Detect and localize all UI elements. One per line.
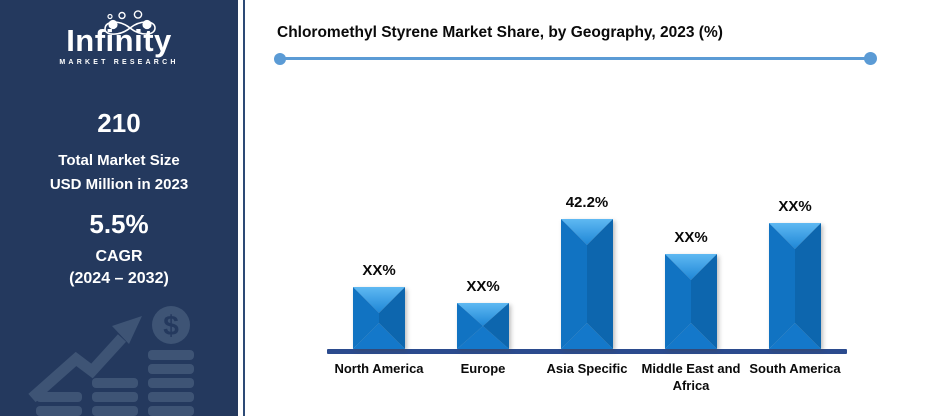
bar	[769, 223, 821, 349]
bar-chart: XX% North America XX% Europe 42.2% Asia Speci…	[327, 190, 847, 416]
bar-face-bottom	[457, 326, 509, 349]
bar-face-top	[769, 223, 821, 249]
bar-face-left	[353, 287, 379, 349]
bar	[353, 287, 405, 349]
cagr-label: CAGR	[95, 248, 143, 265]
market-size-value: 210	[97, 108, 141, 138]
svg-text:$: $	[163, 310, 179, 341]
bar-face-top	[665, 254, 717, 280]
cagr-stat: 5.5% CAGR (2024 – 2032)	[0, 209, 238, 290]
bar	[561, 219, 613, 349]
category-label: Europe	[460, 361, 506, 376]
bar-value-label: XX%	[362, 262, 396, 279]
bar-face-bottom	[665, 323, 717, 349]
category-label: Asia Specific	[546, 361, 628, 376]
bar-face-left	[457, 303, 483, 349]
cagr-value: 5.5%	[89, 209, 149, 239]
category-label: Middle East and Africa	[641, 361, 741, 393]
bar-face-right	[379, 287, 405, 349]
bar-face-right	[691, 254, 717, 349]
market-size-label-line1: Total Market Size	[58, 152, 180, 169]
bar-face-right	[483, 303, 509, 349]
market-size-stat: 210 Total Market Size USD Million in 202…	[0, 108, 238, 197]
infinity-loop-icon	[104, 10, 156, 35]
category-label: South America	[749, 361, 841, 376]
market-size-label-line2: USD Million in 2023	[49, 176, 189, 193]
growth-arrow-money-icon: $	[28, 306, 194, 416]
bar-value-label: XX%	[466, 278, 500, 295]
bar-face-left	[561, 219, 587, 349]
bar-face-top	[561, 219, 613, 245]
line-endpoint-dot-right	[864, 52, 877, 65]
sidebar: Infinity MARKET RESEARCH 210 Total Marke…	[0, 0, 238, 416]
bar-face-top	[353, 287, 405, 313]
chart-panel: Chloromethyl Styrene Market Share, by Ge…	[246, 0, 946, 416]
infinity-logo: Infinity MARKET RESEARCH	[0, 10, 238, 70]
bar-face-bottom	[769, 323, 821, 349]
bar-face-left	[665, 254, 691, 349]
bar-value-label: XX%	[674, 229, 708, 246]
category-label: North America	[334, 361, 424, 376]
bar-face-bottom	[353, 323, 405, 349]
bar-face-left	[769, 223, 795, 349]
logo-title: Infinity	[66, 23, 172, 58]
x-axis-line	[327, 349, 847, 354]
title-underline	[274, 52, 877, 65]
bar-face-right	[795, 223, 821, 349]
bar-face-bottom	[561, 323, 613, 349]
bar	[665, 254, 717, 349]
bar	[457, 303, 509, 349]
bar-face-top	[457, 303, 509, 326]
logo-subtitle: MARKET RESEARCH	[59, 59, 179, 66]
vertical-divider	[243, 0, 245, 416]
cagr-period: (2024 – 2032)	[69, 270, 169, 287]
chart-title: Chloromethyl Styrene Market Share, by Ge…	[277, 24, 723, 41]
line-endpoint-dot-left	[274, 52, 286, 65]
bar-face-right	[587, 219, 613, 349]
bar-value-label: XX%	[778, 198, 812, 215]
bar-value-label: 42.2%	[565, 194, 609, 211]
